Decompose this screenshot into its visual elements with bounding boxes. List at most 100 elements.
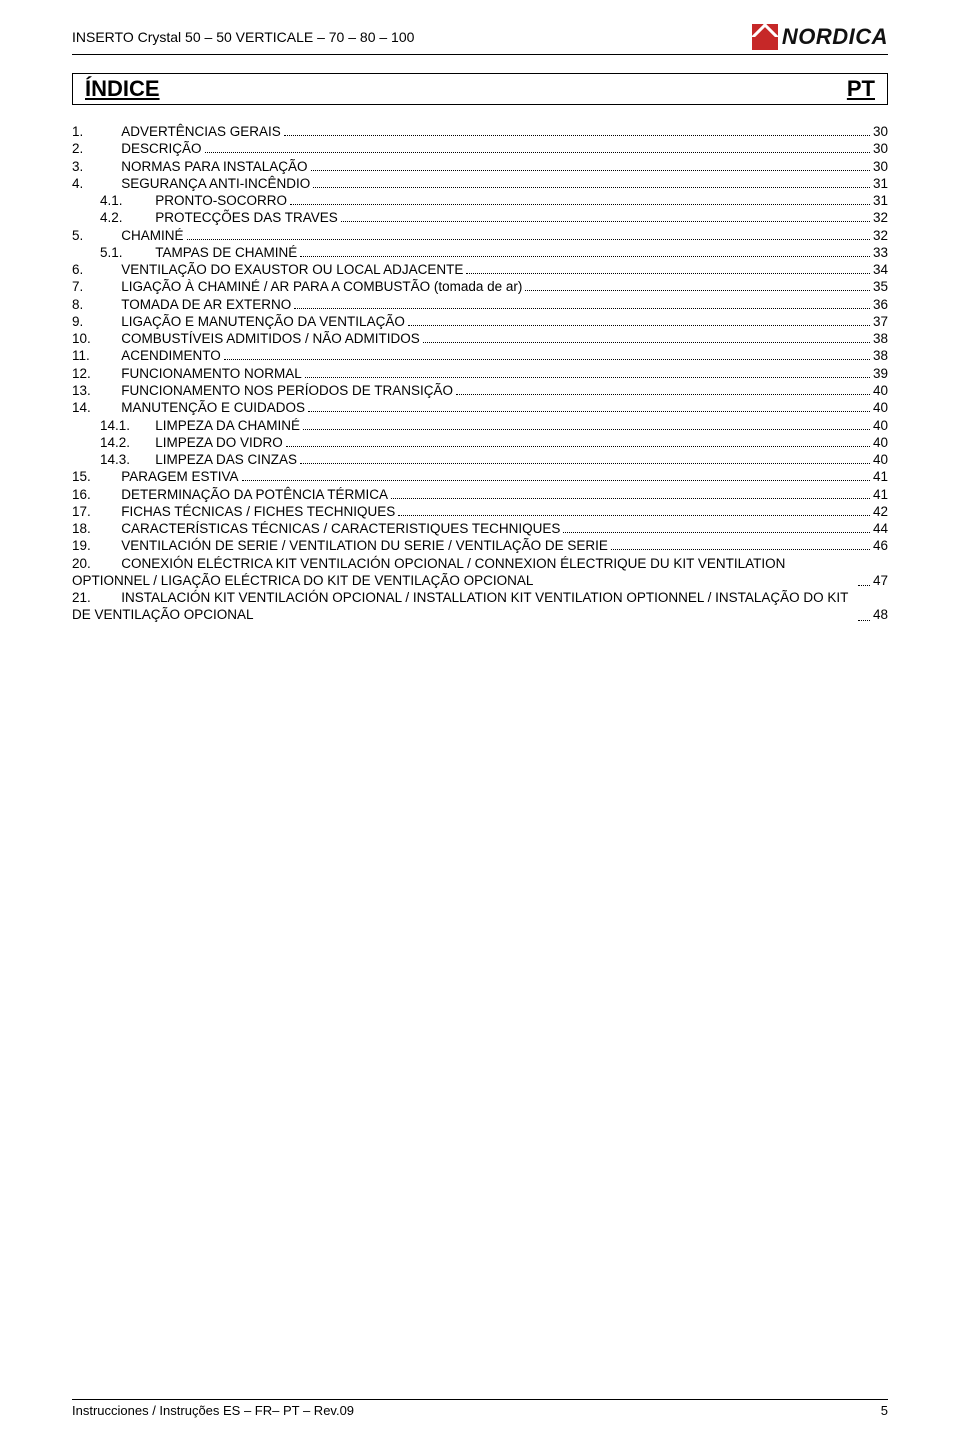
toc-page: 41 bbox=[873, 468, 888, 485]
toc-entry: 9. LIGAÇÃO E MANUTENÇÃO DA VENTILAÇÃO 37 bbox=[72, 313, 888, 330]
toc-text: NORMAS PARA INSTALAÇÃO bbox=[121, 158, 307, 175]
toc-text: LIGAÇÃO À CHAMINÉ / AR PARA A COMBUSTÃO … bbox=[121, 278, 522, 295]
index-title-left: ÍNDICE bbox=[85, 76, 160, 102]
toc-text: MANUTENÇÃO E CUIDADOS bbox=[121, 399, 305, 416]
toc-page: 30 bbox=[873, 158, 888, 175]
toc-number: 9. bbox=[72, 313, 110, 330]
toc-page: 30 bbox=[873, 123, 888, 140]
toc-leader bbox=[242, 469, 870, 481]
toc-text: FICHAS TÉCNICAS / FICHES TECHNIQUES bbox=[121, 503, 395, 520]
toc-entry: 11. ACENDIMENTO38 bbox=[72, 347, 888, 364]
toc-page: 40 bbox=[873, 399, 888, 416]
toc-leader bbox=[466, 262, 870, 274]
toc-text: CARACTERÍSTICAS TÉCNICAS / CARACTERISTIQ… bbox=[121, 520, 560, 537]
toc-leader bbox=[311, 158, 870, 170]
toc-leader bbox=[456, 383, 870, 395]
toc-text: PRONTO-SOCORRO bbox=[155, 192, 287, 209]
toc-entry: 15. PARAGEM ESTIVA41 bbox=[72, 468, 888, 485]
toc-number: 12. bbox=[72, 365, 110, 382]
toc-text: SEGURANÇA ANTI-INCÊNDIO bbox=[121, 175, 310, 192]
toc-leader bbox=[563, 521, 870, 533]
toc-entry: 6. VENTILAÇÃO DO EXAUSTOR OU LOCAL ADJAC… bbox=[72, 261, 888, 278]
toc-leader bbox=[525, 279, 870, 291]
toc-entry: 4.1. PRONTO-SOCORRO31 bbox=[72, 192, 888, 209]
toc-text: CONEXIÓN ELÉCTRICA KIT VENTILACIÓN OPCIO… bbox=[72, 556, 785, 588]
toc-number: 2. bbox=[72, 140, 110, 157]
toc-number: 10. bbox=[72, 330, 110, 347]
toc-leader bbox=[300, 452, 870, 464]
toc-leader bbox=[224, 348, 870, 360]
toc-page: 40 bbox=[873, 382, 888, 399]
toc-number: 20. bbox=[72, 555, 110, 572]
brand-logo: NORDICA bbox=[752, 24, 888, 50]
toc-text: ADVERTÊNCIAS GERAIS bbox=[121, 123, 281, 140]
toc-text: LIMPEZA DAS CINZAS bbox=[155, 451, 297, 468]
toc-number: 14. bbox=[72, 399, 110, 416]
toc-entry: 3. NORMAS PARA INSTALAÇÃO 30 bbox=[72, 158, 888, 175]
toc-page: 41 bbox=[873, 486, 888, 503]
toc-leader bbox=[408, 314, 870, 326]
toc-text: TOMADA DE AR EXTERNO bbox=[121, 296, 291, 313]
toc-entry: 20. CONEXIÓN ELÉCTRICA KIT VENTILACIÓN O… bbox=[72, 555, 888, 590]
toc-text: LIMPEZA DA CHAMINÉ bbox=[155, 417, 300, 434]
toc-page: 31 bbox=[873, 175, 888, 192]
toc-page: 38 bbox=[873, 347, 888, 364]
toc-number: 18. bbox=[72, 520, 110, 537]
toc-entry: 4. SEGURANÇA ANTI-INCÊNDIO 31 bbox=[72, 175, 888, 192]
index-title-right: PT bbox=[847, 76, 875, 102]
toc-leader bbox=[305, 366, 870, 378]
toc-text: FUNCIONAMENTO NOS PERÍODOS DE TRANSIÇÃO bbox=[121, 382, 453, 399]
toc-leader bbox=[294, 297, 870, 309]
toc-page: 48 bbox=[873, 606, 888, 623]
toc-number: 15. bbox=[72, 468, 110, 485]
toc-number: 11. bbox=[72, 347, 110, 364]
toc-entry: 7. LIGAÇÃO À CHAMINÉ / AR PARA A COMBUST… bbox=[72, 278, 888, 295]
toc-page: 35 bbox=[873, 278, 888, 295]
toc-entry: 14. MANUTENÇÃO E CUIDADOS 40 bbox=[72, 399, 888, 416]
toc-page: 31 bbox=[873, 192, 888, 209]
toc-number: 1. bbox=[72, 123, 110, 140]
toc-number: 14.2. bbox=[100, 434, 144, 451]
toc-page: 37 bbox=[873, 313, 888, 330]
toc-text: LIGAÇÃO E MANUTENÇÃO DA VENTILAÇÃO bbox=[121, 313, 405, 330]
footer-left: Instrucciones / Instruções ES – FR– PT –… bbox=[72, 1403, 354, 1418]
toc-text: TAMPAS DE CHAMINÉ bbox=[155, 244, 297, 261]
toc-number: 14.1. bbox=[100, 417, 144, 434]
toc-leader bbox=[313, 176, 870, 188]
toc-entry: 14.2. LIMPEZA DO VIDRO 40 bbox=[72, 434, 888, 451]
toc-leader bbox=[858, 574, 870, 586]
toc-page: 42 bbox=[873, 503, 888, 520]
toc-entry: 5. CHAMINÉ32 bbox=[72, 227, 888, 244]
toc-leader bbox=[303, 417, 870, 429]
toc-page: 34 bbox=[873, 261, 888, 278]
toc-number: 4. bbox=[72, 175, 110, 192]
toc-number: 13. bbox=[72, 382, 110, 399]
toc-entry: 4.2. PROTECÇÕES DAS TRAVES32 bbox=[72, 209, 888, 226]
toc-page: 47 bbox=[873, 572, 888, 589]
footer-page-number: 5 bbox=[881, 1403, 888, 1418]
toc-leader bbox=[341, 210, 870, 222]
toc-number: 4.2. bbox=[100, 209, 144, 226]
toc-text: INSTALACIÓN KIT VENTILACIÓN OPCIONAL / I… bbox=[72, 590, 848, 622]
toc-entry: 5.1. TAMPAS DE CHAMINÉ33 bbox=[72, 244, 888, 261]
toc-entry: 18. CARACTERÍSTICAS TÉCNICAS / CARACTERI… bbox=[72, 520, 888, 537]
toc-entry: 13. FUNCIONAMENTO NOS PERÍODOS DE TRANSI… bbox=[72, 382, 888, 399]
toc-entry: 1. ADVERTÊNCIAS GERAIS 30 bbox=[72, 123, 888, 140]
doc-title: INSERTO Crystal 50 – 50 VERTICALE – 70 –… bbox=[72, 29, 414, 45]
toc-page: 32 bbox=[873, 209, 888, 226]
toc-leader bbox=[398, 504, 870, 516]
toc-text: LIMPEZA DO VIDRO bbox=[155, 434, 283, 451]
toc-text: COMBUSTÍVEIS ADMITIDOS / NÃO ADMITIDOS bbox=[121, 330, 420, 347]
toc-leader bbox=[205, 141, 870, 153]
toc-page: 44 bbox=[873, 520, 888, 537]
toc-page: 40 bbox=[873, 434, 888, 451]
header-rule bbox=[72, 54, 888, 55]
toc-page: 33 bbox=[873, 244, 888, 261]
toc-number: 17. bbox=[72, 503, 110, 520]
toc-number: 3. bbox=[72, 158, 110, 175]
page-header: INSERTO Crystal 50 – 50 VERTICALE – 70 –… bbox=[72, 24, 888, 50]
toc-entry: 2. DESCRIÇÃO30 bbox=[72, 140, 888, 157]
toc-leader bbox=[423, 331, 870, 343]
toc-text: VENTILAÇÃO DO EXAUSTOR OU LOCAL ADJACENT… bbox=[121, 261, 463, 278]
toc-leader bbox=[284, 124, 870, 136]
